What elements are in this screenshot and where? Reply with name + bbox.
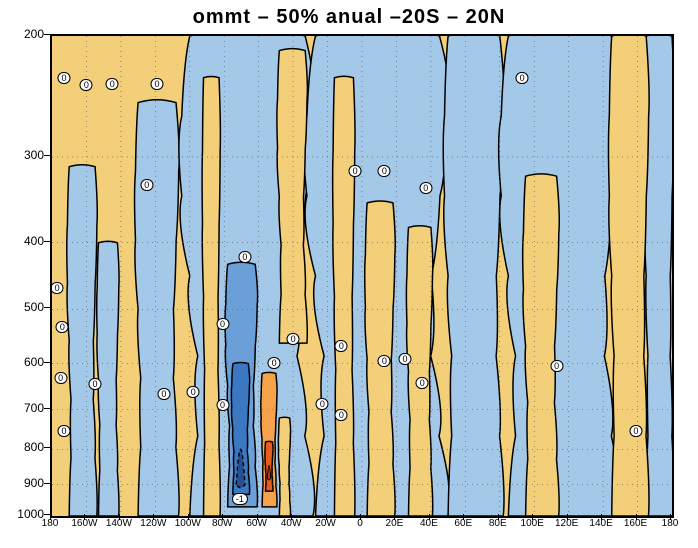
contour-label: 0: [56, 321, 69, 333]
x-tick-mark: [291, 514, 292, 520]
contour-label: 0: [216, 318, 229, 330]
y-tick-label: 400: [4, 234, 44, 248]
contour-label: 0: [550, 360, 563, 372]
y-tick-label: 800: [4, 440, 44, 454]
contour-svg: [52, 36, 672, 516]
y-tick-mark: [44, 307, 50, 308]
x-tick-mark: [670, 514, 671, 520]
contour-label: 0: [629, 425, 642, 437]
contour-label: 0: [316, 398, 329, 410]
x-tick-mark: [498, 514, 499, 520]
contour-label: 0: [151, 78, 164, 90]
x-tick-mark: [429, 514, 430, 520]
y-tick-mark: [44, 408, 50, 409]
contour-label: 0: [335, 340, 348, 352]
x-tick-mark: [153, 514, 154, 520]
x-tick-mark: [636, 514, 637, 520]
y-tick-mark: [44, 34, 50, 35]
contour-label: 0: [58, 425, 71, 437]
contour-label: 0: [187, 386, 200, 398]
contour-label: 0: [238, 251, 251, 263]
contour-label: 0: [268, 357, 281, 369]
y-tick-mark: [44, 155, 50, 156]
contour-label: 0: [140, 179, 153, 191]
contour-label: 0: [378, 165, 391, 177]
contour-label: 0: [216, 399, 229, 411]
contour-label: 0: [335, 409, 348, 421]
y-tick-label: 900: [4, 476, 44, 490]
contour-label: 0: [80, 79, 93, 91]
contour-label: 0: [287, 333, 300, 345]
contour-label: 0: [106, 78, 119, 90]
x-tick-mark: [119, 514, 120, 520]
y-tick-label: 500: [4, 300, 44, 314]
x-tick-mark: [394, 514, 395, 520]
contour-label: -1: [232, 493, 248, 505]
contour-label: 0: [89, 378, 102, 390]
y-tick-label: 700: [4, 401, 44, 415]
contour-label: 0: [516, 72, 529, 84]
y-tick-mark: [44, 483, 50, 484]
x-tick-mark: [50, 514, 51, 520]
x-tick-mark: [463, 514, 464, 520]
x-tick-mark: [188, 514, 189, 520]
x-tick-mark: [532, 514, 533, 520]
contour-label: 0: [419, 182, 432, 194]
y-tick-mark: [44, 362, 50, 363]
x-tick-mark: [326, 514, 327, 520]
x-tick-mark: [257, 514, 258, 520]
x-tick-mark: [601, 514, 602, 520]
contour-label: 0: [54, 372, 67, 384]
contour-label: 0: [399, 353, 412, 365]
contour-label: 0: [58, 72, 71, 84]
x-tick-mark: [360, 514, 361, 520]
plot-area: 00000000000000000-1000000000000: [50, 34, 674, 518]
x-tick-mark: [567, 514, 568, 520]
contour-label: 0: [157, 388, 170, 400]
contour-label: 0: [378, 355, 391, 367]
y-tick-label: 300: [4, 148, 44, 162]
x-tick-mark: [222, 514, 223, 520]
y-tick-mark: [44, 447, 50, 448]
y-tick-mark: [44, 241, 50, 242]
contour-label: 0: [51, 282, 64, 294]
y-tick-label: 200: [4, 27, 44, 41]
contour-label: 0: [349, 165, 362, 177]
contour-label: 0: [416, 377, 429, 389]
x-tick-mark: [84, 514, 85, 520]
y-tick-label: 600: [4, 355, 44, 369]
chart-title: ommt – 50% anual –20S – 20N: [0, 6, 698, 29]
